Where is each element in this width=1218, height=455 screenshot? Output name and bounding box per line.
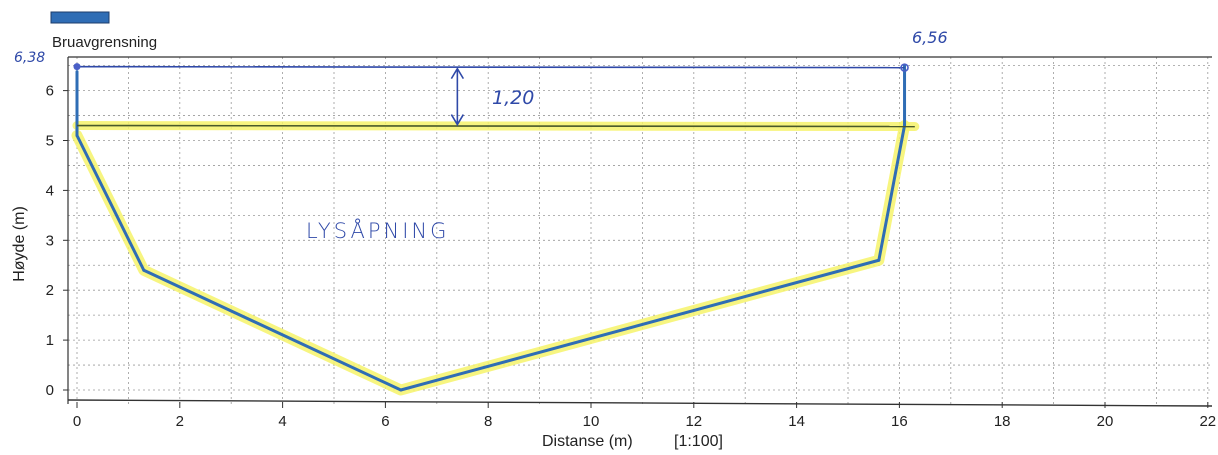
top-line xyxy=(76,65,905,69)
x-axis-scale-label: [1:100] xyxy=(674,433,723,450)
right-top-value: 6,56 xyxy=(912,28,948,47)
x-tick-label: 18 xyxy=(994,413,1011,430)
legend-swatch xyxy=(50,11,110,24)
x-tick-label: 8 xyxy=(484,413,492,430)
series-point xyxy=(142,268,146,272)
x-tick-label: 20 xyxy=(1097,413,1114,430)
y-tick-label: 3 xyxy=(46,232,54,249)
grid xyxy=(68,57,1212,404)
series-bruavgrensning xyxy=(75,64,907,392)
series-point xyxy=(877,258,881,262)
series-point xyxy=(75,70,79,74)
x-tick-label: 12 xyxy=(685,413,702,430)
x-tick-label: 22 xyxy=(1199,413,1216,430)
x-tick-label: 10 xyxy=(583,413,600,430)
left-top-dot xyxy=(73,63,81,71)
x-axis-label: Distanse (m) xyxy=(542,433,633,450)
x-tick-label: 6 xyxy=(381,413,389,430)
clearance-arrow-head-down xyxy=(450,114,465,127)
y-tick-label: 2 xyxy=(46,282,54,299)
plot-frame xyxy=(67,56,1213,407)
x-tick-label: 16 xyxy=(891,413,908,430)
area-label: LYSÅPNING xyxy=(306,218,449,243)
clearance-arrow-head-up xyxy=(450,67,465,80)
series-line xyxy=(75,65,907,392)
highlight-profile xyxy=(71,120,911,396)
y-tick-label: 1 xyxy=(46,332,54,349)
clearance-value: 1,20 xyxy=(492,87,534,109)
x-tick-label: 14 xyxy=(788,413,805,430)
y-tick-label: 6 xyxy=(46,83,54,100)
y-tick-label: 4 xyxy=(46,182,54,199)
x-tick-label: 0 xyxy=(73,413,81,430)
x-tick-label: 2 xyxy=(176,413,184,430)
waterline xyxy=(76,124,915,128)
series-point xyxy=(75,134,79,138)
left-top-value: 6,38 xyxy=(14,50,45,66)
x-tick-label: 4 xyxy=(278,413,286,430)
y-tick-label: 0 xyxy=(46,382,54,399)
right-top-dot xyxy=(900,63,909,72)
y-tick-label: 5 xyxy=(46,133,54,150)
y-axis-label: Høyde (m) xyxy=(11,206,28,282)
x-axis-line xyxy=(67,399,1213,407)
legend-label: Bruavgrensning xyxy=(52,34,157,51)
series-point xyxy=(399,388,403,392)
annotations xyxy=(73,63,915,128)
